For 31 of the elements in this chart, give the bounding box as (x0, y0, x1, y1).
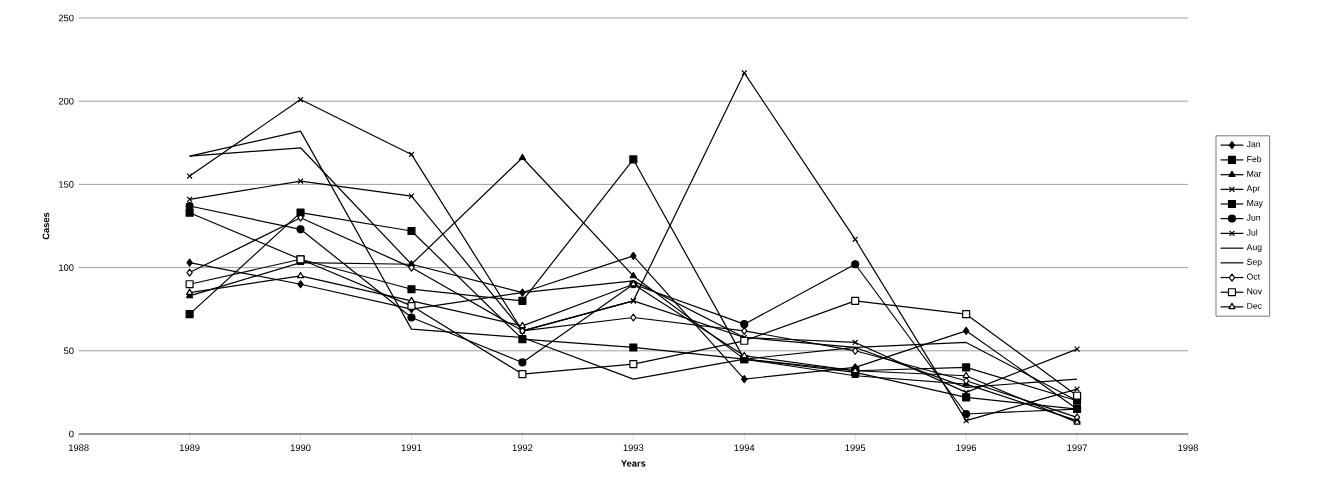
legend-label: Apr (1246, 185, 1260, 194)
x-tick-label: 1988 (69, 444, 89, 451)
legend-label: Jun (1246, 214, 1261, 221)
legend-label: Oct (1247, 273, 1261, 280)
x-tick-label: 1994 (734, 444, 755, 451)
legend-label: Sep (1247, 258, 1262, 267)
x-tick-label: 1996 (956, 444, 977, 451)
legend-label: Mar (1247, 170, 1262, 177)
y-axis-title: Cases (42, 212, 50, 240)
legend-label: Nov (1247, 288, 1263, 295)
x-tick-label: 1990 (290, 444, 311, 451)
y-tick-label: 50 (63, 347, 74, 355)
legend-label: Feb (1247, 155, 1262, 163)
y-tick-label: 0 (69, 430, 74, 438)
y-tick-label: 250 (58, 14, 74, 22)
legend-label: Aug (1246, 244, 1262, 252)
x-tick-label: 1991 (401, 444, 422, 451)
x-axis-title: Years (621, 460, 646, 467)
legend-label: Jul (1246, 229, 1258, 236)
x-tick-label: 1989 (179, 444, 200, 451)
x-tick-label: 1992 (512, 444, 533, 451)
y-tick-label: 100 (59, 264, 74, 271)
legend-label: May (1247, 199, 1263, 208)
legend-label: Dec (1247, 302, 1262, 309)
x-tick-label: 1995 (845, 444, 866, 451)
y-tick-label: 200 (58, 97, 74, 105)
x-tick-label: 1997 (1067, 444, 1087, 451)
y-tick-label: 150 (59, 181, 74, 188)
x-tick-label: 1993 (623, 444, 644, 451)
x-tick-label: 1998 (1178, 444, 1198, 451)
legend-label: Jan (1246, 141, 1261, 148)
